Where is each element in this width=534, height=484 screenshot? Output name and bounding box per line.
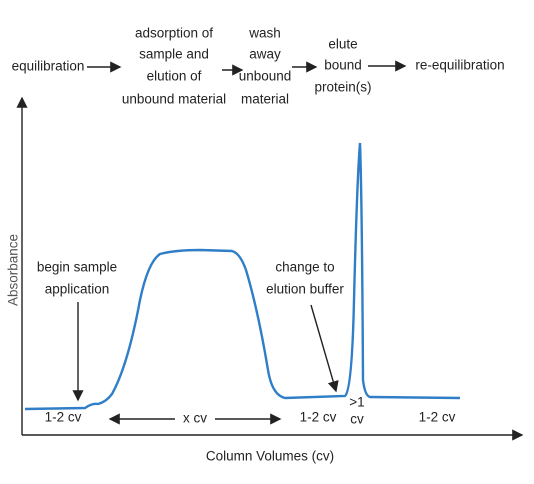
annotation: application: [45, 282, 110, 297]
annotation: change to: [275, 260, 334, 275]
step: away: [249, 47, 281, 62]
arrow: [310, 304, 339, 393]
step: protein(s): [314, 80, 371, 95]
step: material: [241, 92, 289, 107]
step: elute: [328, 37, 357, 52]
duration: 1-2 cv: [45, 410, 82, 425]
duration: 1-2 cv: [300, 410, 337, 425]
step: unbound: [239, 69, 292, 84]
step: re-equilibration: [415, 58, 504, 73]
step: wash: [248, 26, 281, 41]
step: unbound material: [122, 92, 226, 107]
duration: x cv: [183, 411, 207, 426]
duration: cv: [350, 412, 364, 427]
step: equilibration: [12, 59, 85, 74]
annotation: elution buffer: [266, 282, 344, 297]
step: bound: [324, 58, 362, 73]
step: elution of: [147, 69, 202, 84]
x-axis-label: Column Volumes (cv): [206, 449, 334, 464]
duration: >1: [349, 395, 364, 410]
step: adsorption of: [135, 26, 213, 41]
duration: 1-2 cv: [419, 410, 456, 425]
y-axis-label: Absorbance: [6, 234, 21, 306]
step: sample and: [139, 47, 209, 62]
absorbance-curve: [24, 142, 461, 411]
annotation: begin sample: [37, 260, 117, 275]
